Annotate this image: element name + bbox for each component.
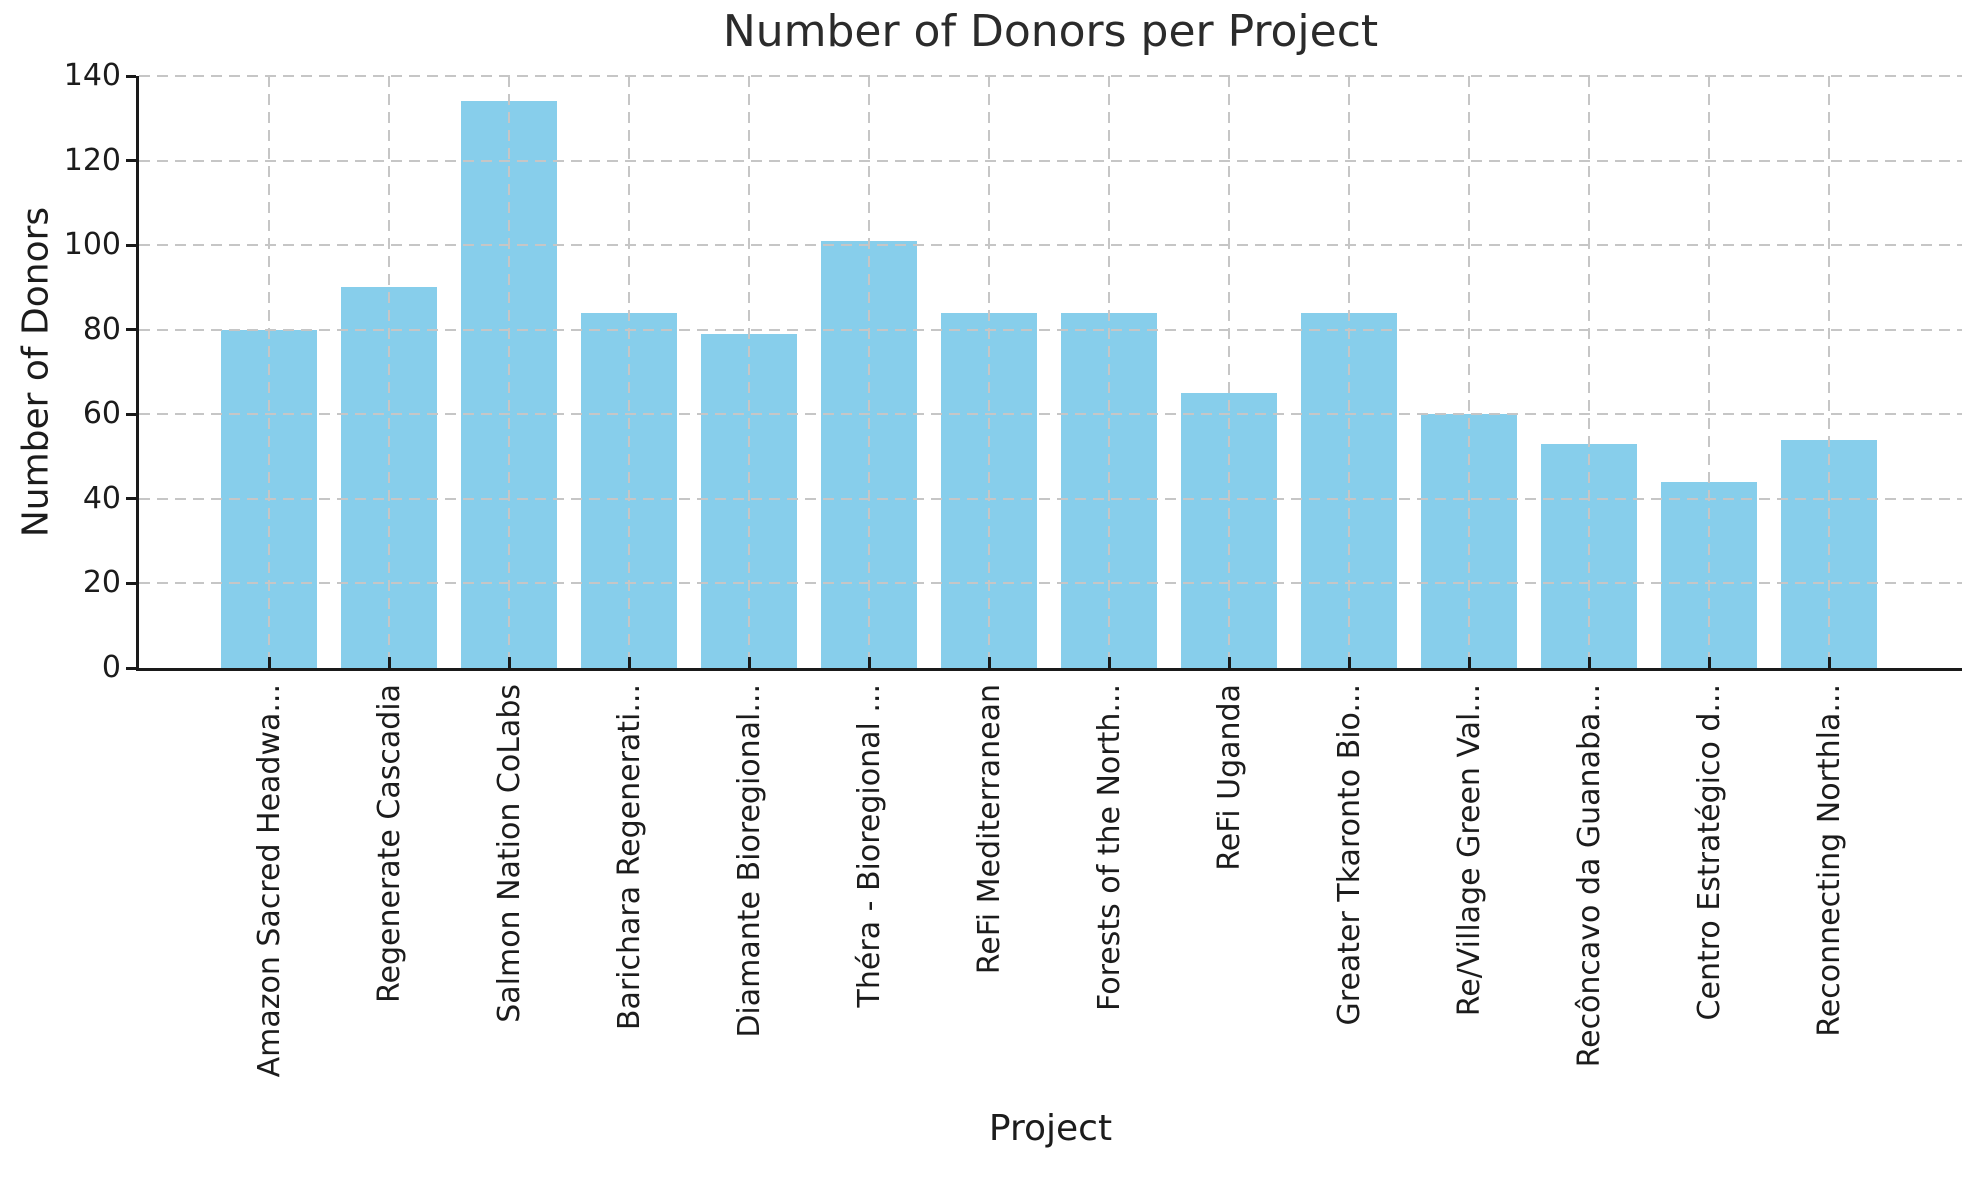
y-tick-label: 80: [82, 311, 121, 347]
x-tick-label: Amazon Sacred Headwa...: [251, 684, 287, 1078]
x-tick: [1227, 657, 1231, 668]
x-tick-label: Centro Estratégico d...: [1691, 684, 1727, 1021]
x-tick: [1827, 657, 1831, 668]
gridline-horizontal: [139, 75, 1962, 77]
gridline-vertical: [1588, 76, 1590, 668]
y-tick: [126, 497, 136, 501]
x-tick: [1587, 657, 1591, 668]
gridline-vertical: [748, 76, 750, 668]
y-tick: [126, 159, 136, 163]
x-axis-spine: [136, 668, 1962, 671]
x-tick: [267, 657, 271, 668]
gridline-horizontal: [139, 497, 1962, 500]
x-tick: [507, 657, 511, 668]
x-axis-label: Project: [988, 1108, 1113, 1149]
gridline-vertical: [868, 76, 870, 668]
y-tick: [126, 243, 136, 247]
x-tick: [1107, 657, 1111, 668]
y-tick: [126, 412, 136, 416]
x-tick: [1347, 657, 1351, 668]
gridline-vertical: [1108, 76, 1110, 668]
chart-title: Number of Donors per Project: [722, 6, 1379, 57]
x-tick: [1467, 657, 1471, 668]
plot-area: 0 20 40 60 80 100 120 140: [64, 58, 1962, 685]
y-tick: [126, 581, 136, 585]
y-tick-label: 40: [82, 480, 121, 516]
gridline-vertical: [508, 76, 510, 668]
gridline-vertical: [1708, 76, 1710, 668]
gridline-vertical: [388, 76, 390, 668]
gridline-horizontal: [139, 159, 1962, 162]
x-tick: [387, 657, 391, 668]
x-tick-label: Re/Village Green Val...: [1451, 684, 1487, 1017]
x-tick: [627, 657, 631, 668]
x-tick-label: ReFi Mediterranean: [971, 684, 1007, 975]
gridline-vertical: [268, 76, 270, 668]
x-tick: [1707, 657, 1711, 668]
x-tick-label: Forests of the North...: [1091, 684, 1127, 1011]
y-tick: [126, 74, 136, 78]
x-tick-label: Salmon Nation CoLabs: [491, 684, 527, 1023]
gridline-vertical: [1828, 76, 1830, 668]
gridline-horizontal: [139, 413, 1962, 416]
gridline-vertical: [988, 76, 990, 668]
y-tick-label: 60: [82, 396, 121, 432]
x-tick: [987, 657, 991, 668]
x-tick: [747, 657, 751, 668]
x-tick-label: Diamante Bioregional...: [731, 684, 767, 1038]
y-tick-label: 140: [63, 58, 121, 93]
gridline-vertical: [1348, 76, 1350, 668]
y-tick-label: 120: [63, 142, 121, 178]
x-tick-label: Théra - Bioregional ...: [851, 684, 887, 1008]
gridline-vertical: [628, 76, 630, 668]
gridline-vertical: [1228, 76, 1230, 668]
x-tick-label: ReFi Uganda: [1211, 684, 1247, 871]
y-axis-spine: [136, 76, 139, 671]
x-tick-label: Barichara Regenerati...: [611, 684, 647, 1031]
x-tick-label: Greater Tkaronto Bio...: [1331, 684, 1367, 1026]
y-tick: [126, 328, 136, 332]
y-tick-label: 100: [63, 227, 121, 263]
y-tick-label: 20: [82, 565, 121, 601]
gridline-vertical: [1468, 76, 1470, 668]
x-tick-labels: Amazon Sacred Headwa... Regenerate Cascad…: [139, 684, 1962, 1104]
x-tick-label: Recôncavo da Guanaba...: [1571, 684, 1607, 1068]
gridline-horizontal: [139, 582, 1962, 585]
y-tick-label: 0: [101, 650, 121, 685]
gridline-horizontal: [139, 328, 1962, 331]
x-tick-label: Reconnecting Northla...: [1811, 684, 1847, 1037]
y-tick: [126, 666, 136, 670]
y-axis-label: Number of Donors: [15, 206, 57, 538]
x-tick-label: Regenerate Cascadia: [371, 684, 407, 1003]
gridline-horizontal: [139, 244, 1962, 247]
x-tick: [867, 657, 871, 668]
